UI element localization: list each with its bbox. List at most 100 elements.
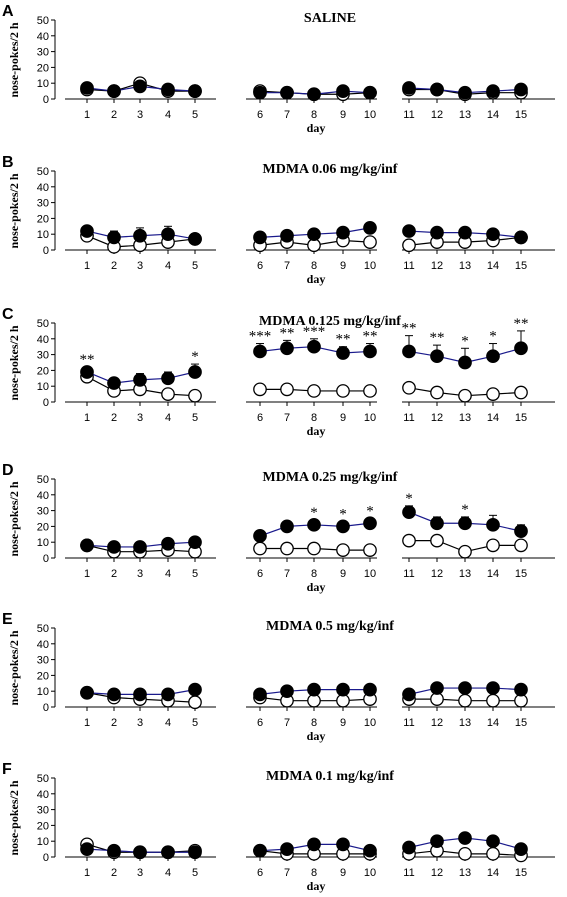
data-point-filled-day-11 xyxy=(402,505,416,520)
data-point-filled-day-15 xyxy=(514,682,528,697)
significance-marker: * xyxy=(366,504,374,520)
x-tick-label: 12 xyxy=(431,260,443,272)
y-tick-label: 20 xyxy=(37,670,49,682)
data-point-open-day-7 xyxy=(280,382,294,397)
data-point-filled-day-12 xyxy=(430,349,444,364)
y-tick-label: 30 xyxy=(37,805,49,817)
y-tick-label: 0 xyxy=(43,702,49,714)
panel-letter: C xyxy=(2,306,14,323)
x-tick-label: 14 xyxy=(487,568,499,580)
x-axis-label: day xyxy=(307,879,326,893)
data-point-open-day-5 xyxy=(188,388,202,403)
x-tick-label: 2 xyxy=(111,568,117,580)
x-tick-label: 10 xyxy=(364,412,376,424)
data-point-filled-day-13 xyxy=(458,225,472,240)
x-tick-label: 3 xyxy=(137,412,143,424)
data-point-filled-day-11 xyxy=(402,687,416,702)
data-point-filled-day-6 xyxy=(253,687,267,702)
data-point-filled-day-1 xyxy=(80,538,94,553)
panel-title: MDMA 0.125 mg/kg/inf xyxy=(259,314,401,329)
significance-marker: ** xyxy=(363,329,378,345)
x-tick-label: 4 xyxy=(165,260,171,272)
x-tick-label: 9 xyxy=(340,109,346,121)
x-tick-label: 11 xyxy=(403,109,414,121)
significance-marker: * xyxy=(310,505,318,521)
panel-b: B MDMA 0.06 mg/kg/inf 0 10 20 30 40 50 nose-poke… xyxy=(2,154,555,286)
x-tick-label: 6 xyxy=(257,867,263,879)
y-tick-label: 40 xyxy=(37,639,49,651)
panel-title: MDMA 0.06 mg/kg/inf xyxy=(263,162,398,177)
y-tick-label: 30 xyxy=(37,655,49,667)
data-point-open-day-6 xyxy=(253,541,267,556)
data-point-filled-day-10 xyxy=(363,344,377,359)
y-axis-label: nose-pokes/2 h xyxy=(7,22,21,97)
x-tick-label: 6 xyxy=(257,412,263,424)
data-point-filled-day-1 xyxy=(80,81,94,95)
data-point-filled-day-11 xyxy=(402,840,416,855)
y-tick-label: 40 xyxy=(37,789,49,801)
y-tick-label: 10 xyxy=(37,686,49,698)
x-tick-label: 14 xyxy=(487,109,499,121)
y-tick-label: 20 xyxy=(37,820,49,832)
x-tick-label: 3 xyxy=(137,717,143,729)
y-tick-label: 40 xyxy=(37,182,49,194)
y-tick-label: 40 xyxy=(37,490,49,502)
data-point-filled-day-4 xyxy=(161,371,175,386)
x-tick-label: 4 xyxy=(165,867,171,879)
significance-marker: *** xyxy=(249,329,272,345)
x-tick-label: 1 xyxy=(84,412,90,424)
x-tick-label: 12 xyxy=(431,568,443,580)
data-point-filled-day-15 xyxy=(514,82,528,97)
data-point-filled-day-10 xyxy=(363,221,377,235)
data-point-filled-day-3 xyxy=(133,228,147,243)
data-point-open-day-14 xyxy=(486,693,500,708)
data-point-open-day-13 xyxy=(458,846,472,861)
data-point-filled-day-15 xyxy=(514,524,528,538)
data-point-open-day-11 xyxy=(402,380,416,395)
x-tick-label: 5 xyxy=(192,260,198,272)
x-tick-label: 1 xyxy=(84,260,90,272)
x-tick-label: 7 xyxy=(284,260,290,272)
x-axis-label: day xyxy=(307,729,326,743)
y-tick-label: 40 xyxy=(37,334,49,346)
panel-title: SALINE xyxy=(304,11,356,26)
y-axis-label: nose-pokes/2 h xyxy=(7,173,21,248)
y-tick-label: 0 xyxy=(43,245,49,257)
panel-title: MDMA 0.1 mg/kg/inf xyxy=(266,769,394,784)
data-point-filled-day-2 xyxy=(107,84,121,98)
panel-letter: E xyxy=(2,611,13,628)
data-point-open-day-15 xyxy=(514,538,528,553)
data-point-open-day-11 xyxy=(402,533,416,548)
panel-d: D MDMA 0.25 mg/kg/inf 0 10 20 30 40 50 nose-poke… xyxy=(2,462,555,594)
y-axis-label: nose-pokes/2 h xyxy=(7,780,21,855)
data-point-open-day-7 xyxy=(280,541,294,556)
x-tick-label: 6 xyxy=(257,260,263,272)
data-point-filled-day-7 xyxy=(280,842,294,856)
significance-marker: ** xyxy=(336,332,351,348)
data-point-filled-day-1 xyxy=(80,842,94,856)
data-point-filled-day-5 xyxy=(188,232,202,246)
data-point-filled-day-4 xyxy=(161,845,175,860)
x-tick-label: 8 xyxy=(311,412,317,424)
data-point-filled-day-6 xyxy=(253,843,267,858)
data-point-filled-day-9 xyxy=(336,225,350,240)
significance-marker: * xyxy=(461,502,469,518)
x-tick-label: 15 xyxy=(515,109,527,121)
x-axis-label: day xyxy=(307,272,326,286)
data-point-open-day-6 xyxy=(253,382,267,397)
significance-marker: ** xyxy=(280,325,295,341)
data-point-filled-day-2 xyxy=(107,687,121,702)
data-point-filled-day-1 xyxy=(80,224,94,238)
data-point-filled-day-6 xyxy=(253,344,267,359)
data-point-filled-day-10 xyxy=(363,85,377,100)
x-tick-label: 4 xyxy=(165,717,171,729)
x-tick-label: 6 xyxy=(257,717,263,729)
data-point-filled-day-14 xyxy=(486,834,500,849)
data-point-filled-day-9 xyxy=(336,346,350,360)
data-point-filled-day-11 xyxy=(402,344,416,359)
data-point-filled-day-15 xyxy=(514,842,528,856)
y-tick-label: 40 xyxy=(37,31,49,43)
x-tick-label: 13 xyxy=(459,867,471,879)
x-tick-label: 12 xyxy=(431,109,443,121)
